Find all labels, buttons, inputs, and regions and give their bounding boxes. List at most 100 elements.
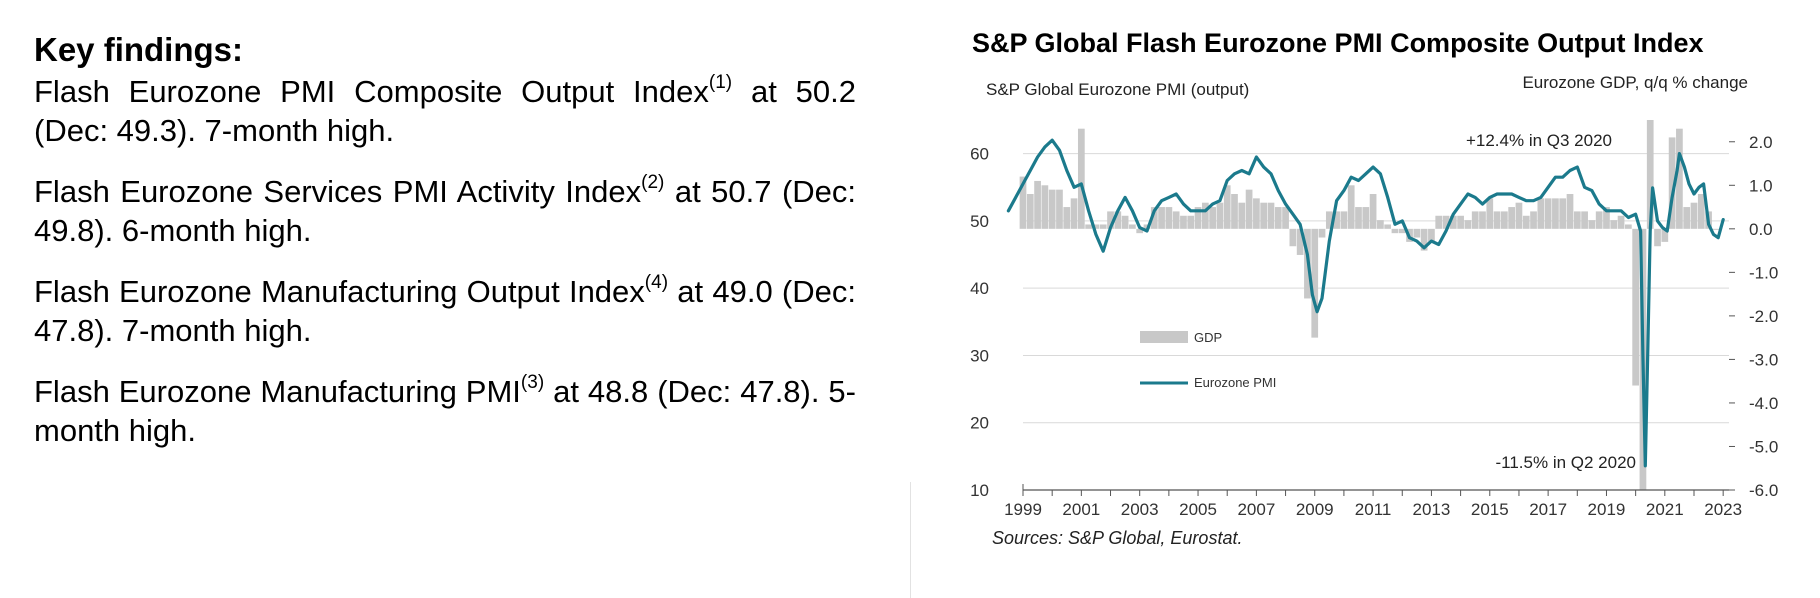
- gdp-bar: [1581, 211, 1588, 229]
- x-tick-label: 2001: [1062, 500, 1100, 519]
- gdp-bar: [1340, 211, 1348, 229]
- chart-legend: GDP Eurozone PMI: [1140, 330, 1276, 390]
- gdp-bars: [1019, 120, 1720, 490]
- right-tick-label: -3.0: [1749, 350, 1778, 369]
- gdp-bar: [1231, 194, 1238, 229]
- gdp-bar: [1617, 215, 1625, 229]
- gdp-bar: [1194, 207, 1202, 229]
- gdp-bar: [1355, 207, 1362, 229]
- key-findings-panel: Key findings: Flash Eurozone PMI Composi…: [34, 30, 856, 472]
- gdp-bar: [1515, 202, 1523, 229]
- gdp-bar: [1632, 228, 1639, 386]
- gdp-bar: [1347, 185, 1355, 229]
- right-tick-label: -2.0: [1749, 307, 1778, 326]
- gdp-bar: [1172, 211, 1180, 229]
- chart-sources: Sources: S&P Global, Eurostat.: [992, 528, 1243, 548]
- gdp-bar: [1092, 224, 1100, 229]
- gdp-bar: [1129, 224, 1136, 229]
- finding-footnote: (3): [520, 372, 545, 393]
- x-tick-label: 1999: [1004, 500, 1042, 519]
- gdp-bar: [1420, 228, 1428, 251]
- finding-text: at 48.8 (Dec: 47.8). 5-month high.: [34, 374, 856, 448]
- gdp-bar: [1377, 220, 1384, 229]
- gdp-bar: [1318, 228, 1326, 238]
- finding-manufacturing-output: Flash Eurozone Manufacturing Output Inde…: [34, 272, 856, 350]
- finding-manufacturing-pmi: Flash Eurozone Manufacturing PMI(3) at 4…: [34, 372, 856, 450]
- gdp-bar: [1209, 207, 1216, 229]
- gdp-bar: [1077, 128, 1085, 229]
- finding-text: at 50.7 (Dec: 49.8). 6-month high.: [34, 174, 857, 248]
- gdp-bar: [1325, 211, 1333, 229]
- gdp-bar: [1180, 215, 1187, 229]
- gdp-bar: [1435, 215, 1443, 229]
- gdp-bar: [1311, 228, 1319, 338]
- gdp-bar: [1216, 202, 1224, 229]
- gdp-bar: [1479, 211, 1486, 229]
- gdp-bar: [1384, 224, 1392, 229]
- gdp-bar: [1289, 228, 1297, 247]
- annotation-high: +12.4% in Q3 2020: [1466, 131, 1612, 150]
- right-tick-label: -1.0: [1749, 263, 1778, 282]
- gdp-bar: [1442, 215, 1450, 229]
- gdp-bar: [1573, 211, 1581, 229]
- x-tick-label: 2005: [1179, 500, 1217, 519]
- gdp-bar: [1048, 189, 1056, 229]
- right-tick-label: 1.0: [1749, 176, 1773, 195]
- right-tick-label: -6.0: [1749, 481, 1778, 500]
- gdp-bar: [1333, 211, 1340, 229]
- gdp-bar: [1552, 198, 1559, 229]
- x-tick-label: 2015: [1471, 500, 1509, 519]
- finding-composite: Flash Eurozone PMI Composite Output Inde…: [34, 72, 856, 150]
- gdp-bar: [1530, 211, 1537, 229]
- chart-title: S&P Global Flash Eurozone PMI Composite …: [972, 28, 1704, 58]
- x-tick-label: 2017: [1529, 500, 1567, 519]
- left-axis-label: S&P Global Eurozone PMI (output): [986, 80, 1249, 99]
- gdp-bar: [1413, 228, 1421, 238]
- gdp-bar: [1034, 180, 1041, 229]
- gdp-bar: [1544, 198, 1552, 229]
- gdp-bar: [1253, 198, 1260, 229]
- gdp-bar: [1056, 189, 1063, 229]
- gdp-bar: [1026, 194, 1034, 229]
- x-tick-label: 2023: [1704, 500, 1742, 519]
- gdp-bar: [1668, 137, 1676, 229]
- gdp-bar: [1449, 215, 1457, 229]
- gdp-bar: [1603, 207, 1610, 229]
- gdp-bar: [1238, 202, 1246, 229]
- gdp-bar: [1493, 211, 1501, 229]
- gdp-bar: [1566, 194, 1574, 229]
- finding-services: Flash Eurozone Services PMI Activity Ind…: [34, 172, 856, 250]
- gdp-bar: [1683, 207, 1691, 229]
- gdp-bar: [1136, 228, 1144, 234]
- gdp-bar: [1697, 194, 1705, 229]
- pmi-line: [1006, 138, 1725, 468]
- gdp-bar: [1712, 228, 1720, 230]
- gdp-bar: [1522, 215, 1530, 229]
- finding-footnote: (4): [644, 272, 669, 293]
- gdp-bar: [1428, 228, 1435, 242]
- x-tick-label: 2007: [1237, 500, 1275, 519]
- gdp-bar: [1457, 215, 1464, 229]
- gdp-bar: [1099, 224, 1107, 229]
- gdp-bar: [1501, 211, 1508, 229]
- gdp-bar: [1223, 185, 1231, 229]
- gdp-bar: [1201, 202, 1209, 229]
- gdp-bar: [1085, 224, 1092, 229]
- left-tick-label: 60: [970, 145, 989, 164]
- left-tick-label: 20: [970, 414, 989, 433]
- finding-text: Flash Eurozone Manufacturing PMI: [34, 374, 521, 409]
- gdp-bar: [1063, 207, 1071, 229]
- x-tick-label: 2019: [1588, 500, 1626, 519]
- gdp-bar: [1398, 228, 1406, 234]
- findings-heading: Key findings:: [34, 31, 244, 68]
- finding-footnote: (2): [641, 172, 665, 193]
- pmi-line-layer: [1006, 138, 1725, 468]
- gdp-bar: [1274, 207, 1282, 229]
- legend-gdp-swatch: [1140, 331, 1188, 343]
- gdp-bar: [1559, 198, 1567, 229]
- right-tick-label: 0.0: [1749, 220, 1773, 239]
- gdp-bar: [1362, 207, 1370, 229]
- legend-pmi-label: Eurozone PMI: [1194, 375, 1276, 390]
- gdp-bar: [1019, 176, 1027, 229]
- right-tick-label: -5.0: [1749, 437, 1778, 456]
